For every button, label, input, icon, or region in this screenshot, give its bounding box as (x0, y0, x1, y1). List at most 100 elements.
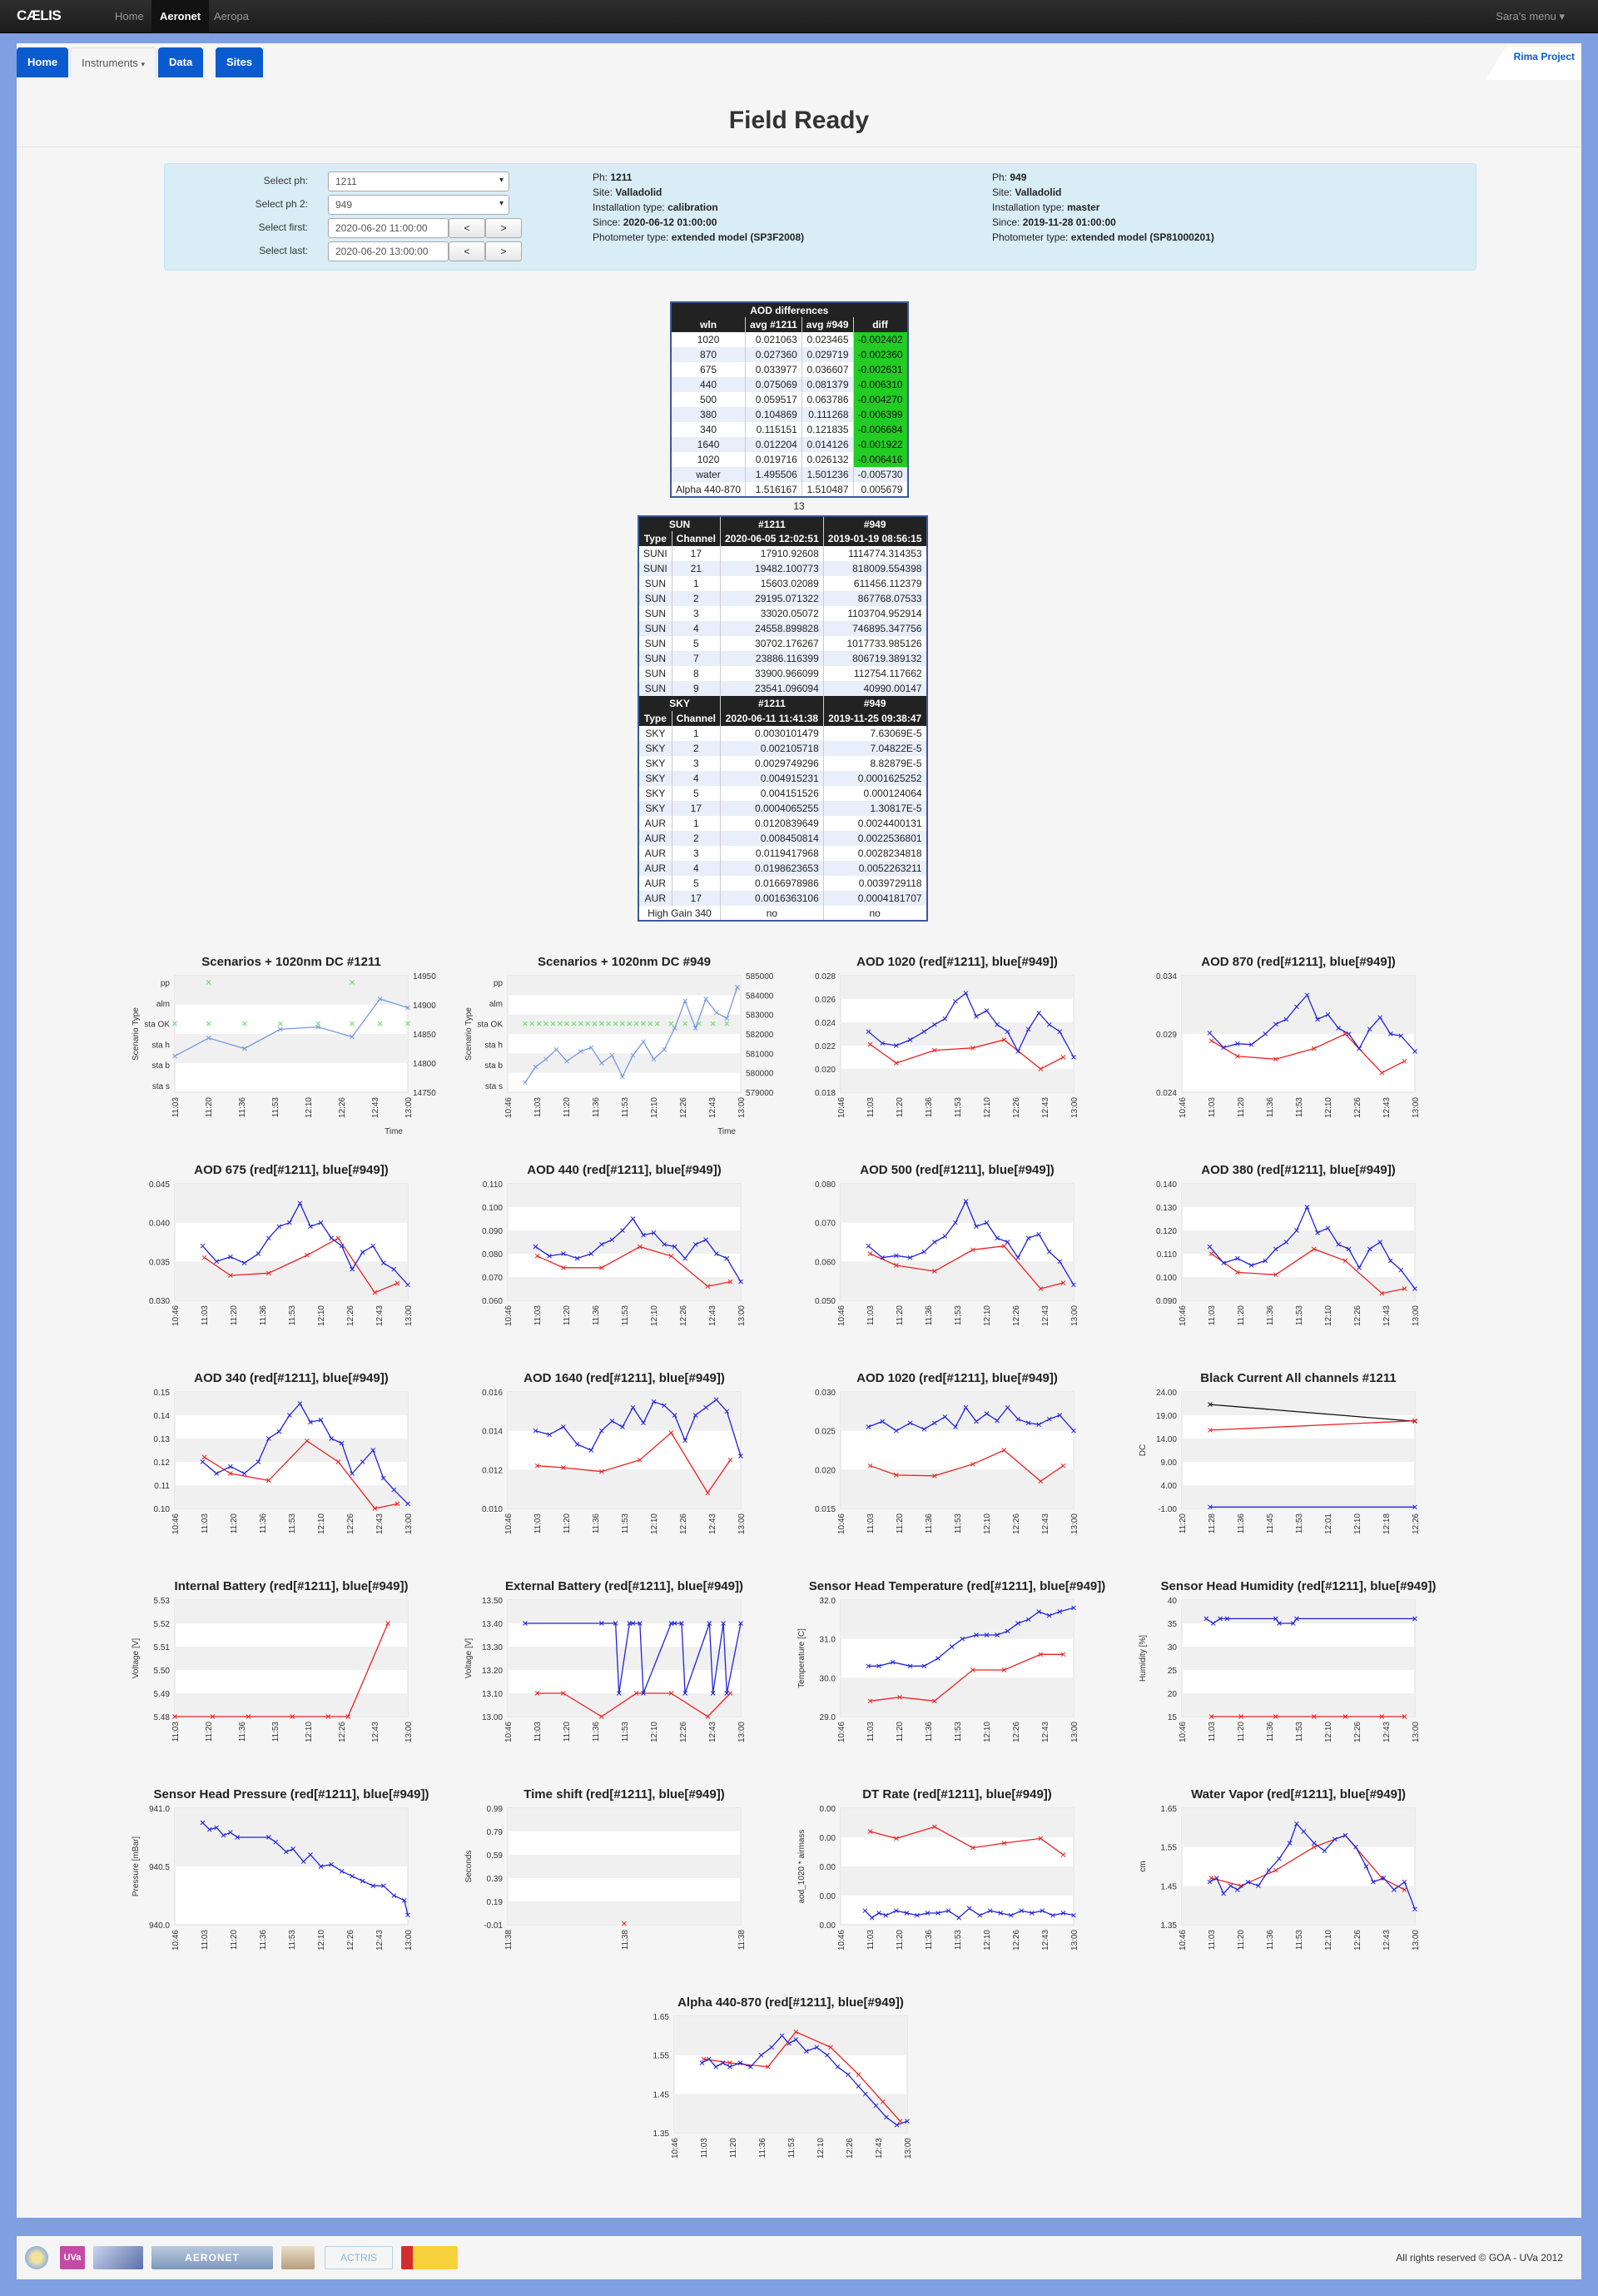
data-point (627, 1621, 633, 1626)
x-tick-label: 12:10 (650, 1305, 659, 1326)
data-point (241, 1260, 247, 1266)
caelis-logo[interactable]: CÆLIS (17, 7, 62, 23)
first-prev-button[interactable]: < (449, 218, 485, 238)
y-tick-label: 24.00 (1156, 1389, 1177, 1398)
data-point (297, 1200, 303, 1206)
data-point (304, 1438, 310, 1444)
select-ph2-dropdown[interactable]: 949 ▾ (328, 195, 509, 215)
grid-band (175, 1261, 408, 1300)
data-point (1325, 1011, 1331, 1017)
y-tick-label: 0.060 (815, 1258, 836, 1267)
data-point (682, 1021, 687, 1026)
table-title-row: AOD differences (670, 302, 908, 317)
data-point (1235, 1887, 1240, 1892)
data-point (641, 1691, 646, 1696)
data-point (1071, 1282, 1076, 1288)
spain-gov-logo[interactable] (401, 2246, 458, 2269)
y-tick-label: 0.080 (482, 1250, 503, 1260)
grid-band (1182, 1485, 1415, 1508)
data-point (1304, 992, 1310, 998)
data-point (1392, 1887, 1397, 1892)
data-point (627, 1021, 633, 1026)
data-point (206, 1021, 211, 1026)
table-row: AUR 1 0.0120839649 0.0024400131 (638, 816, 927, 831)
select-last-input[interactable]: 2020-06-20 13:00:00 (328, 241, 449, 261)
x-tick-label: 10:46 (837, 1722, 846, 1742)
select-first-input[interactable]: 2020-06-20 11:00:00 (328, 218, 449, 238)
aeronet-logo[interactable]: AERONET (151, 2246, 273, 2269)
data-point (977, 1912, 983, 1918)
chart-aod675: AOD 675 (red[#1211], blue[#949]) 0.045 0.0… (125, 1163, 458, 1371)
tab-sites[interactable]: Sites (216, 47, 264, 77)
data-point (1325, 1225, 1331, 1231)
grid-band (508, 1855, 741, 1878)
y-tick-label: 0.090 (482, 1227, 503, 1236)
gain-949-cell: no (822, 906, 927, 921)
data-point (372, 1506, 378, 1511)
select-ph-dropdown[interactable]: 1211 ▾ (328, 171, 509, 191)
data-point (564, 1021, 569, 1026)
data-point (609, 1419, 615, 1424)
last-next-button[interactable]: > (485, 241, 522, 261)
data-point (266, 1235, 271, 1241)
data-point (1208, 1402, 1213, 1407)
x-tick-label: 11:28 (1208, 1513, 1217, 1534)
last-prev-button[interactable]: < (449, 241, 485, 261)
x-tick-label: 10:46 (837, 1930, 846, 1951)
grid-band (175, 1647, 408, 1670)
x-tick-label: 11:03 (533, 1305, 543, 1326)
rima-logo[interactable] (93, 2246, 143, 2269)
top-navbar: CÆLIS Home Aeronet Aeropa Sara's menu ▾ (0, 0, 1598, 33)
data-point (970, 1045, 975, 1051)
channel-cell: 3 (671, 606, 721, 621)
data-point (1208, 1038, 1214, 1044)
data-point (641, 1021, 646, 1026)
actris-logo[interactable]: ACTRIS (325, 2246, 393, 2269)
y-tick-label: 13.50 (482, 1597, 503, 1606)
x-tick-label: 12:01 (1324, 1513, 1333, 1534)
x-tick-label: 11:36 (238, 1722, 247, 1742)
data-point (1273, 1056, 1278, 1062)
data-point (866, 1029, 871, 1035)
grid-band (1182, 1184, 1415, 1207)
data-point (880, 1255, 886, 1260)
value-949-cell: 1017733.985126 (822, 636, 927, 651)
tab-instruments[interactable]: Instruments ▾ (70, 47, 157, 77)
chart-aod340: AOD 340 (red[#1211], blue[#949]) 0.15 0.14… (125, 1371, 458, 1579)
grid-band (1182, 1439, 1415, 1462)
nav-aeropa[interactable]: Aeropa (214, 10, 249, 22)
avg-1211-cell: 0.075069 (745, 377, 802, 392)
data-point (1315, 1230, 1320, 1235)
value-949-cell: 0.0039729118 (822, 876, 927, 891)
avg-1211-cell: 0.027360 (745, 347, 802, 362)
nav-aeronet[interactable]: Aeronet (151, 0, 210, 33)
grid-band (1182, 1808, 1415, 1847)
chart-svg: 32.0 31.0 30.0 29.010:46 11:03 11:20 11:36 11:5… (797, 1597, 1079, 1742)
avg-949-cell: 1.510487 (801, 482, 854, 497)
goa-logo[interactable] (281, 2246, 315, 2269)
chart-aod1020b: AOD 1020 (red[#1211], blue[#949]) 0.030 0.… (791, 1371, 1124, 1579)
first-next-button[interactable]: > (485, 218, 522, 238)
column-header: #1211 (720, 516, 824, 531)
data-point (345, 1714, 351, 1719)
data-point (692, 1241, 698, 1247)
data-point (1221, 1891, 1227, 1896)
channel-cell: 2 (671, 831, 721, 846)
x-tick-label: 11:36 (259, 1305, 268, 1326)
select-ph-label: Select ph: (263, 175, 308, 186)
data-point (1402, 1714, 1407, 1719)
type-cell: AUR (638, 816, 672, 831)
data-point (1029, 1911, 1035, 1916)
y-tick-label: 0.99 (487, 1805, 504, 1814)
data-point (1224, 1616, 1230, 1622)
tab-home[interactable]: Home (17, 47, 69, 77)
grid-band (841, 1469, 1074, 1508)
x-tick-label: 12:10 (1324, 1097, 1333, 1118)
user-menu[interactable]: Sara's menu ▾ (1496, 10, 1565, 22)
data-point (1060, 1463, 1066, 1469)
nav-home[interactable]: Home (115, 10, 144, 22)
photon-logo[interactable] (25, 2246, 48, 2269)
tab-data[interactable]: Data (158, 47, 204, 77)
uva-logo[interactable]: UVa (60, 2246, 85, 2269)
x-tick-label: 11:20 (230, 1930, 239, 1951)
